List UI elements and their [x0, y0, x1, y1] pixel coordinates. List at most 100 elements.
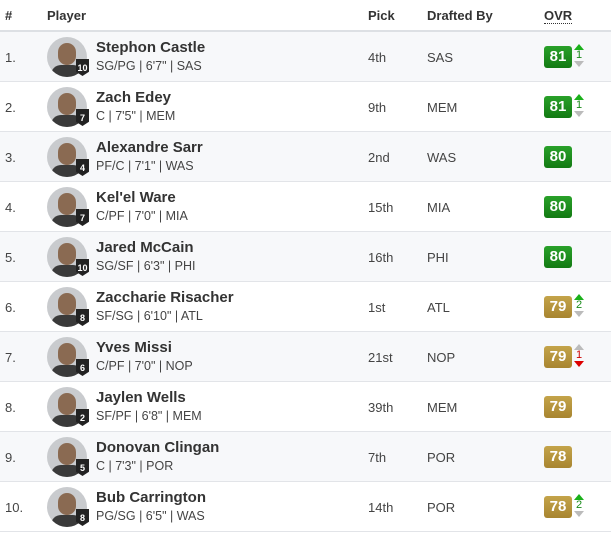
player-info: SF/SG | 6'10" | ATL: [96, 309, 203, 323]
jersey-badge: 5: [76, 459, 89, 476]
header-drafted-by[interactable]: Drafted By: [427, 8, 493, 23]
arrow-down-icon: [574, 111, 584, 117]
arrow-down-icon: [574, 311, 584, 317]
draft-pick: 2nd: [368, 150, 390, 165]
jersey-badge: 2: [76, 409, 89, 426]
ovr-badge: 81: [544, 96, 572, 118]
player-avatar[interactable]: [47, 87, 87, 127]
draft-pick: 4th: [368, 50, 387, 65]
draft-pick: 7th: [368, 450, 387, 465]
table-row[interactable]: 6. 8 Zaccharie Risacher SF/SG | 6'10" | …: [0, 282, 611, 332]
arrow-up-icon: [574, 494, 584, 500]
player-avatar[interactable]: [47, 387, 87, 427]
arrow-down-icon: [574, 61, 584, 67]
drafted-by: NOP: [427, 350, 456, 365]
table-row[interactable]: 8. 2 Jaylen Wells SF/PF | 6'8" | MEM 39t…: [0, 382, 611, 432]
rating-change: 1: [574, 44, 584, 67]
drafted-by: MEM: [427, 400, 458, 415]
rating-change: 1: [574, 94, 584, 117]
player-name[interactable]: Zach Edey: [96, 89, 172, 106]
table-row[interactable]: 7. 6 Yves Missi C/PF | 7'0" | NOP 21st N…: [0, 332, 611, 382]
draft-pick: 39th: [368, 400, 394, 415]
ovr-badge: 78: [544, 496, 572, 518]
table-row[interactable]: 4. 7 Kel'el Ware C/PF | 7'0" | MIA 15th …: [0, 182, 611, 232]
arrow-up-icon: [574, 44, 584, 50]
rank: 9.: [5, 450, 16, 465]
table-row[interactable]: 9. 5 Donovan Clingan C | 7'3" | POR 7th …: [0, 432, 611, 482]
ovr-badge: 79: [544, 296, 572, 318]
player-name[interactable]: Bub Carrington: [96, 489, 206, 506]
header-pick[interactable]: Pick: [368, 8, 395, 23]
player-info: C | 7'5" | MEM: [96, 109, 176, 123]
arrow-up-icon: [574, 294, 584, 300]
ovr-badge: 78: [544, 446, 572, 468]
player-info: PF/C | 7'1" | WAS: [96, 159, 194, 173]
draft-pick: 9th: [368, 100, 387, 115]
draft-pick: 1st: [368, 300, 386, 315]
drafted-by: ATL: [427, 300, 450, 315]
table-row[interactable]: 5. 10 Jared McCain SG/SF | 6'3" | PHI 16…: [0, 232, 611, 282]
rank: 6.: [5, 300, 16, 315]
jersey-badge: 7: [76, 209, 89, 226]
jersey-badge: 7: [76, 109, 89, 126]
draft-pick: 14th: [368, 500, 394, 515]
table-header: # Player Pick Drafted By OVR: [0, 0, 611, 32]
arrow-down-icon: [574, 511, 584, 517]
player-avatar[interactable]: [47, 437, 87, 477]
drafted-by: POR: [427, 450, 456, 465]
rating-change: 2: [574, 294, 584, 317]
table-row[interactable]: 3. 4 Alexandre Sarr PF/C | 7'1" | WAS 2n…: [0, 132, 611, 182]
ovr-badge: 80: [544, 196, 572, 218]
player-info: C/PF | 7'0" | NOP: [96, 359, 193, 373]
header-player: Player: [47, 8, 87, 23]
table-row[interactable]: 2. 7 Zach Edey C | 7'5" | MEM 9th MEM 81…: [0, 82, 611, 132]
draft-pick: 16th: [368, 250, 394, 265]
jersey-badge: 4: [76, 159, 89, 176]
drafted-by: MIA: [427, 200, 451, 215]
player-info: SG/SF | 6'3" | PHI: [96, 259, 196, 273]
arrow-down-icon: [574, 361, 584, 367]
ovr-badge: 81: [544, 46, 572, 68]
rank: 2.: [5, 100, 16, 115]
rank: 7.: [5, 350, 16, 365]
ovr-badge: 79: [544, 346, 572, 368]
rank: 4.: [5, 200, 16, 215]
header-ovr[interactable]: OVR: [544, 8, 573, 24]
jersey-badge: 8: [76, 509, 89, 526]
rank: 1.: [5, 50, 16, 65]
player-name[interactable]: Kel'el Ware: [96, 189, 176, 206]
rank: 3.: [5, 150, 16, 165]
jersey-badge: 10: [76, 259, 89, 276]
jersey-badge: 6: [76, 359, 89, 376]
drafted-by: POR: [427, 500, 456, 515]
rating-change: 2: [574, 494, 584, 517]
rank: 5.: [5, 250, 16, 265]
table-row[interactable]: 1. 10 Stephon Castle SG/PG | 6'7" | SAS …: [0, 32, 611, 82]
player-info: SG/PG | 6'7" | SAS: [96, 59, 202, 73]
player-name[interactable]: Yves Missi: [96, 339, 172, 356]
player-name[interactable]: Jared McCain: [96, 239, 194, 256]
player-avatar[interactable]: [47, 37, 87, 77]
ovr-badge: 80: [544, 246, 572, 268]
player-info: PG/SG | 6'5" | WAS: [96, 509, 205, 523]
draft-pick: 21st: [368, 350, 393, 365]
drafted-by: MEM: [427, 100, 458, 115]
player-name[interactable]: Stephon Castle: [96, 39, 206, 56]
player-info: C/PF | 7'0" | MIA: [96, 209, 188, 223]
player-name[interactable]: Zaccharie Risacher: [96, 289, 234, 306]
header-rank: #: [5, 8, 13, 23]
rank: 10.: [5, 500, 24, 515]
drafted-by: PHI: [427, 250, 449, 265]
table-row[interactable]: 10. 8 Bub Carrington PG/SG | 6'5" | WAS …: [0, 482, 611, 532]
player-name[interactable]: Donovan Clingan: [96, 439, 220, 456]
drafted-by: WAS: [427, 150, 457, 165]
drafted-by: SAS: [427, 50, 454, 65]
rating-change: 1: [574, 344, 584, 367]
player-name[interactable]: Jaylen Wells: [96, 389, 186, 406]
arrow-up-icon: [574, 344, 584, 350]
player-name[interactable]: Alexandre Sarr: [96, 139, 203, 156]
ovr-badge: 80: [544, 146, 572, 168]
jersey-badge: 8: [76, 309, 89, 326]
player-table: 1. 10 Stephon Castle SG/PG | 6'7" | SAS …: [0, 32, 611, 532]
draft-pick: 15th: [368, 200, 394, 215]
